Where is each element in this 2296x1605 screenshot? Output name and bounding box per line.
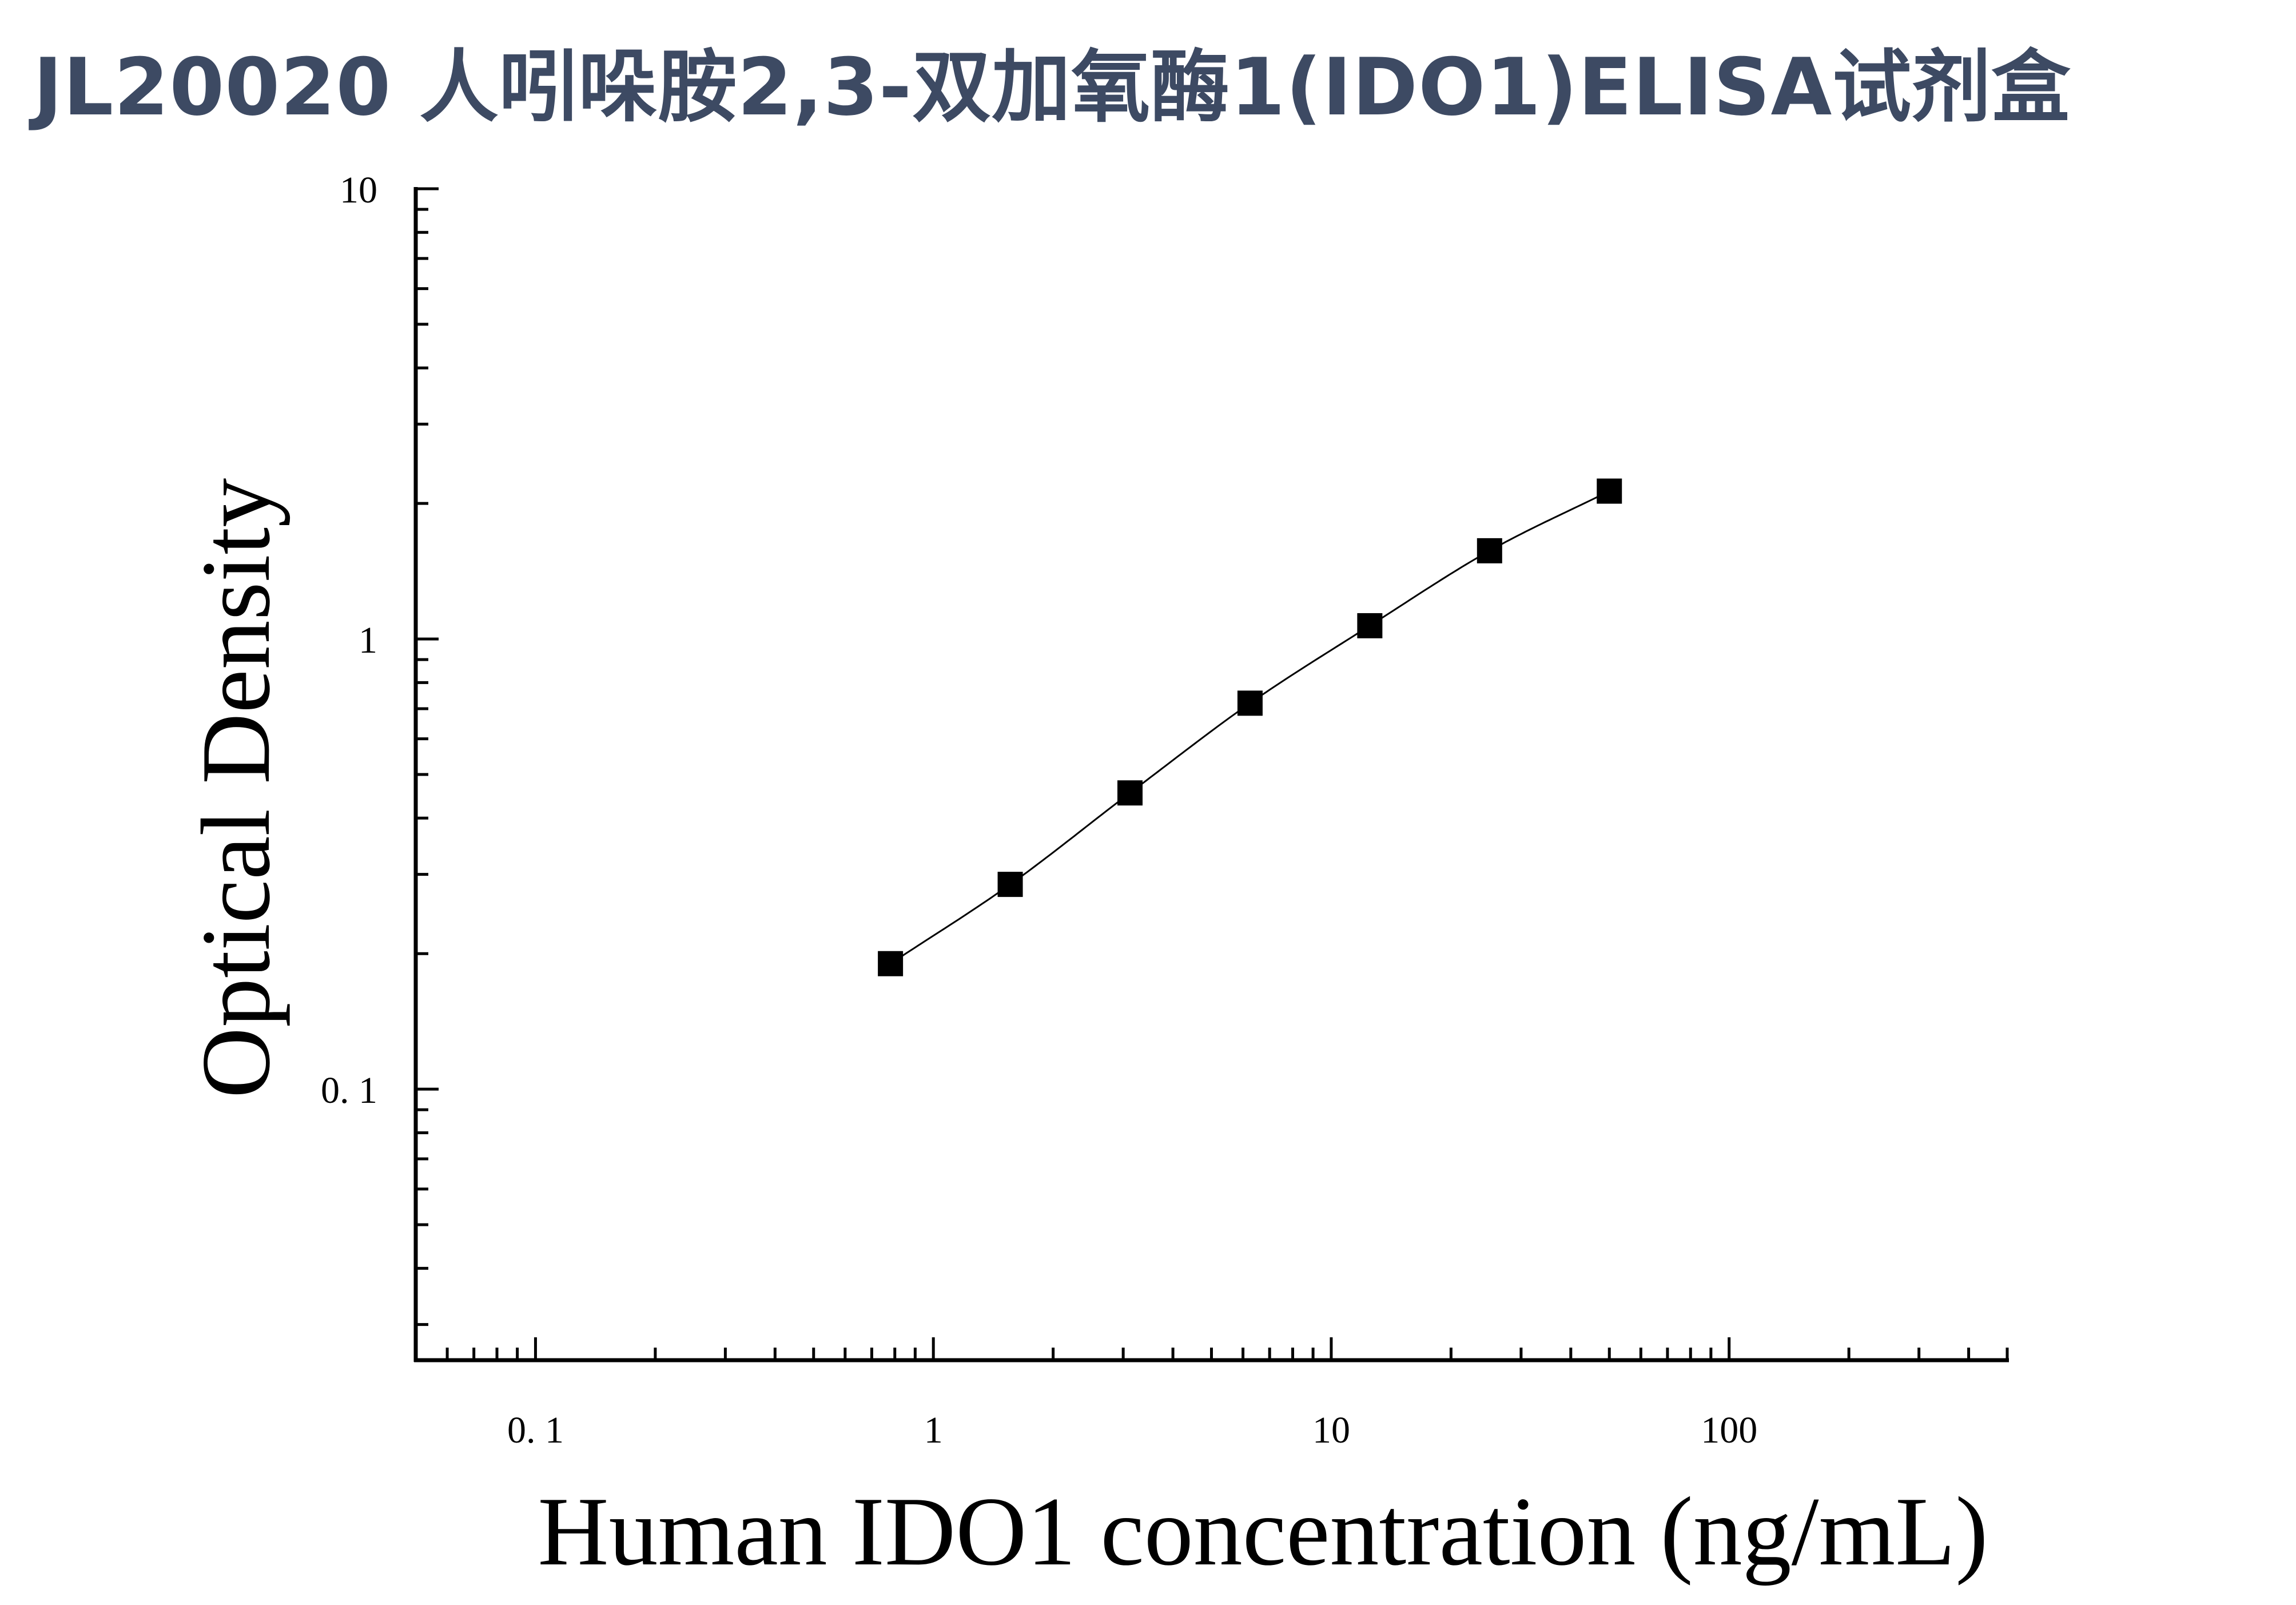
page-title: JL20020 人吲哚胺2,3-双加氧酶1(IDO1)ELISA试剂盒 xyxy=(33,41,2071,133)
y-axis-title: Optical Density xyxy=(182,478,291,1098)
x-axis-title: Human IDO1 concentration (ng/mL) xyxy=(538,1477,1988,1586)
x-tick-label: 10 xyxy=(1312,1409,1350,1451)
y-tick-label: 0. 1 xyxy=(321,1070,377,1111)
y-tick-label: 1 xyxy=(359,619,377,661)
x-tick-label: 0. 1 xyxy=(507,1409,564,1451)
data-point xyxy=(1477,538,1502,563)
x-tick-label: 100 xyxy=(1701,1409,1757,1451)
labels-layer: Human IDO1 concentration (ng/mL) Optical… xyxy=(182,169,1988,1586)
data-point xyxy=(878,951,904,976)
data-point xyxy=(1357,613,1383,638)
points-layer xyxy=(878,478,1622,976)
data-point xyxy=(1597,478,1622,504)
axes xyxy=(413,187,2009,1362)
y-tick-label: 10 xyxy=(340,169,377,211)
x-tick-label: 1 xyxy=(924,1409,943,1451)
data-point xyxy=(1117,780,1143,806)
data-point xyxy=(997,872,1023,897)
data-point xyxy=(1237,690,1263,716)
